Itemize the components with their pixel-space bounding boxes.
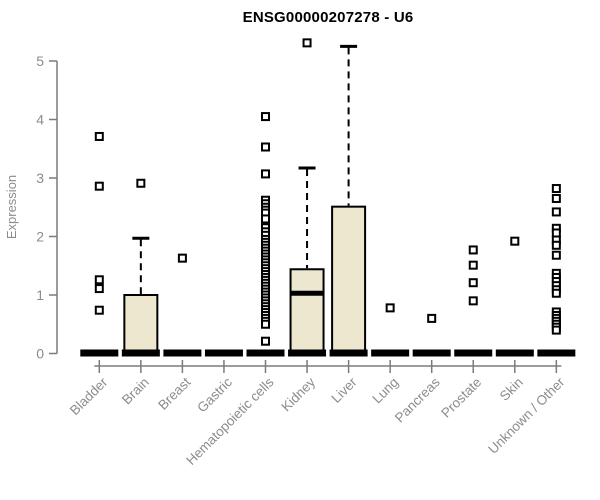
outlier-point xyxy=(468,278,478,288)
outlier-point xyxy=(551,325,561,335)
outlier-point xyxy=(551,184,561,194)
outlier-point xyxy=(385,303,395,313)
outlier-point xyxy=(261,214,270,224)
y-tick-label: 5 xyxy=(36,53,44,69)
outlier-point xyxy=(94,181,104,191)
zero-bar-Kidney xyxy=(288,349,327,357)
median-Kidney xyxy=(290,290,324,296)
outlier-point xyxy=(551,288,561,298)
y-tick-label: 1 xyxy=(36,287,44,303)
outlier-point xyxy=(551,228,561,238)
x-tick-label: Unknown / Other xyxy=(485,374,568,457)
outlier-point xyxy=(551,207,561,217)
y-tick-label: 4 xyxy=(36,112,44,128)
outlier-point xyxy=(302,38,312,48)
y-tick-label: 0 xyxy=(36,346,44,362)
y-tick-label: 3 xyxy=(36,170,44,186)
outlier-point xyxy=(261,142,270,152)
outlier-point xyxy=(261,169,270,179)
x-tick-label: Lung xyxy=(369,375,401,407)
outlier-point xyxy=(551,250,561,260)
outlier-point xyxy=(136,178,146,188)
outlier-point xyxy=(468,245,478,255)
zero-bar-Prostate xyxy=(454,349,493,357)
x-tick-label: Kidney xyxy=(278,374,318,414)
zero-bar-Liver xyxy=(329,349,368,357)
x-tick-label: Bladder xyxy=(67,374,111,418)
outlier-point xyxy=(261,319,270,329)
outlier-point xyxy=(468,296,478,306)
outlier-point xyxy=(551,193,561,203)
x-tick-label: Pancreas xyxy=(392,374,443,425)
y-tick-label: 2 xyxy=(36,229,44,245)
x-tick-label: Prostate xyxy=(438,375,484,421)
outlier-point xyxy=(468,260,478,270)
outlier-point xyxy=(261,336,270,346)
outlier-point xyxy=(94,305,104,315)
x-tick-label: Liver xyxy=(328,374,360,406)
outlier-point xyxy=(94,284,104,294)
outlier-point xyxy=(177,253,187,263)
zero-bar-Breast xyxy=(163,349,202,357)
x-tick-label: Brain xyxy=(119,375,152,408)
x-tick-label: Gastric xyxy=(194,374,235,415)
zero-bar-Unknown / Other xyxy=(537,349,576,357)
x-tick-label: Breast xyxy=(155,374,193,412)
outlier-point xyxy=(94,131,104,141)
zero-bar-Skin xyxy=(495,349,534,357)
zero-bar-Brain xyxy=(121,349,160,357)
zero-bar-Pancreas xyxy=(412,349,451,357)
zero-bar-Lung xyxy=(371,349,410,357)
outlier-point xyxy=(94,275,104,285)
y-axis-title: Expression xyxy=(4,175,19,239)
zero-bar-Bladder xyxy=(80,349,119,357)
outlier-point xyxy=(261,112,270,122)
chart-title: ENSG00000207278 - U6 xyxy=(242,9,414,26)
outlier-point xyxy=(427,313,437,323)
zero-bar-Hematopoietic cells xyxy=(246,349,285,357)
box-Liver xyxy=(331,205,367,355)
box-Brain xyxy=(123,294,159,355)
box-Kidney xyxy=(289,268,325,355)
outlier-point xyxy=(551,240,561,250)
zero-bar-Gastric xyxy=(204,349,243,357)
x-tick-label: Skin xyxy=(497,375,526,404)
outlier-point xyxy=(510,236,520,246)
